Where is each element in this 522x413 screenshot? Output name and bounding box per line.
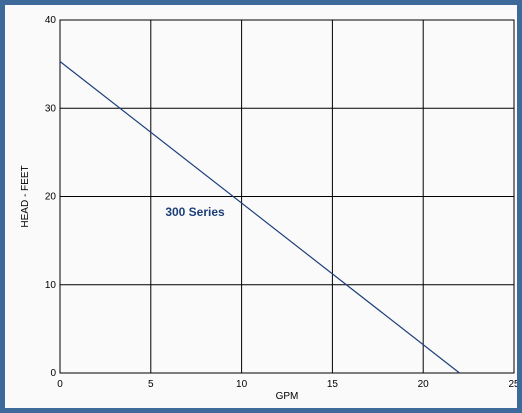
x-tick-label-15: 15 <box>327 379 339 390</box>
series-lines <box>59 61 460 374</box>
y-tick-label-20: 20 <box>45 192 57 203</box>
x-tick-label-5: 5 <box>148 379 154 390</box>
grid-lines <box>59 19 515 374</box>
x-tick-label-10: 10 <box>236 379 248 390</box>
series-label-300-series: 300 Series <box>165 205 225 219</box>
x-tick-label-20: 20 <box>418 379 430 390</box>
series-line-0 <box>59 61 460 374</box>
y-tick-label-40: 40 <box>45 15 57 26</box>
x-tick-label-25: 25 <box>508 379 517 390</box>
y-axis-title: HEAD - FEET <box>20 165 31 227</box>
y-tick-label-30: 30 <box>45 103 57 114</box>
y-tick-label-10: 10 <box>45 280 57 291</box>
head-vs-flow-chart: 0 5 10 15 20 25 0 10 20 30 40 GPM HEAD - FEET 300 … <box>20 15 517 402</box>
y-tick-label-0: 0 <box>50 368 56 379</box>
x-axis-title: GPM <box>276 391 299 402</box>
x-tick-label-0: 0 <box>57 379 63 390</box>
tick-labels: 0 5 10 15 20 25 0 10 20 30 40 <box>45 15 517 390</box>
